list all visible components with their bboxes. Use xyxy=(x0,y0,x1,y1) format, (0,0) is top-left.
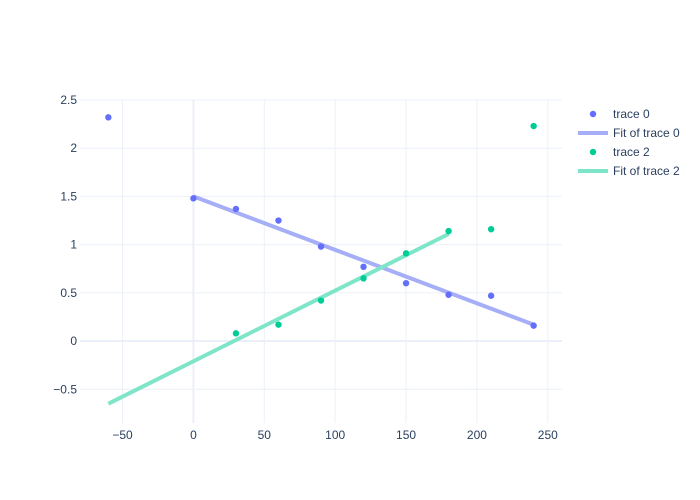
x-tick-label: 150 xyxy=(396,428,416,442)
data-point xyxy=(402,250,410,257)
legend-item[interactable]: trace 0 xyxy=(589,107,650,121)
plot-area xyxy=(105,114,537,406)
data-point xyxy=(275,321,282,328)
y-tick-label: 1 xyxy=(70,238,77,252)
data-point xyxy=(232,205,240,213)
data-point xyxy=(530,122,537,130)
data-point xyxy=(317,297,325,304)
y-tick-label: 2 xyxy=(70,141,77,155)
legend-item[interactable]: Fit of trace 2 xyxy=(578,164,680,178)
legend-item[interactable]: Fit of trace 0 xyxy=(578,126,680,140)
y-tick-label: 0.5 xyxy=(60,286,77,300)
legend-marker xyxy=(589,110,597,118)
data-point xyxy=(360,263,367,271)
data-point xyxy=(487,226,495,233)
x-axis-ticks: −50 0 50 100 150 200 250 xyxy=(112,428,558,442)
data-point xyxy=(487,292,495,299)
legend-label: trace 0 xyxy=(613,107,650,121)
x-tick-label: 50 xyxy=(258,428,272,442)
y-axis-ticks: −0.5 0 0.5 1 1.5 2 2.5 xyxy=(53,93,77,396)
x-tick-label: −50 xyxy=(112,428,133,442)
legend-label: Fit of trace 0 xyxy=(613,126,680,140)
data-point xyxy=(445,227,452,235)
x-tick-label: 0 xyxy=(190,428,197,442)
legend[interactable]: trace 0 Fit of trace 0 trace 2 Fit of trace… xyxy=(578,107,680,178)
y-tick-label: 0 xyxy=(70,334,77,348)
x-tick-label: 200 xyxy=(467,428,487,442)
grid xyxy=(80,99,562,423)
fit-line xyxy=(107,232,450,406)
data-point xyxy=(232,330,240,337)
y-tick-label: −0.5 xyxy=(53,382,77,396)
data-point xyxy=(190,195,197,202)
data-point xyxy=(275,217,282,224)
x-tick-label: 100 xyxy=(325,428,345,442)
y-tick-label: 1.5 xyxy=(60,189,77,203)
data-point xyxy=(402,279,410,287)
legend-item[interactable]: trace 2 xyxy=(589,145,650,159)
data-point xyxy=(360,275,367,282)
legend-label: Fit of trace 2 xyxy=(613,164,680,178)
data-point xyxy=(317,243,325,250)
x-tick-label: 250 xyxy=(538,428,558,442)
data-point xyxy=(445,291,452,298)
data-point xyxy=(530,322,537,329)
data-point xyxy=(105,114,112,121)
y-tick-label: 2.5 xyxy=(60,93,77,107)
legend-label: trace 2 xyxy=(613,145,650,159)
fit-line xyxy=(192,194,535,327)
legend-marker xyxy=(589,148,597,156)
